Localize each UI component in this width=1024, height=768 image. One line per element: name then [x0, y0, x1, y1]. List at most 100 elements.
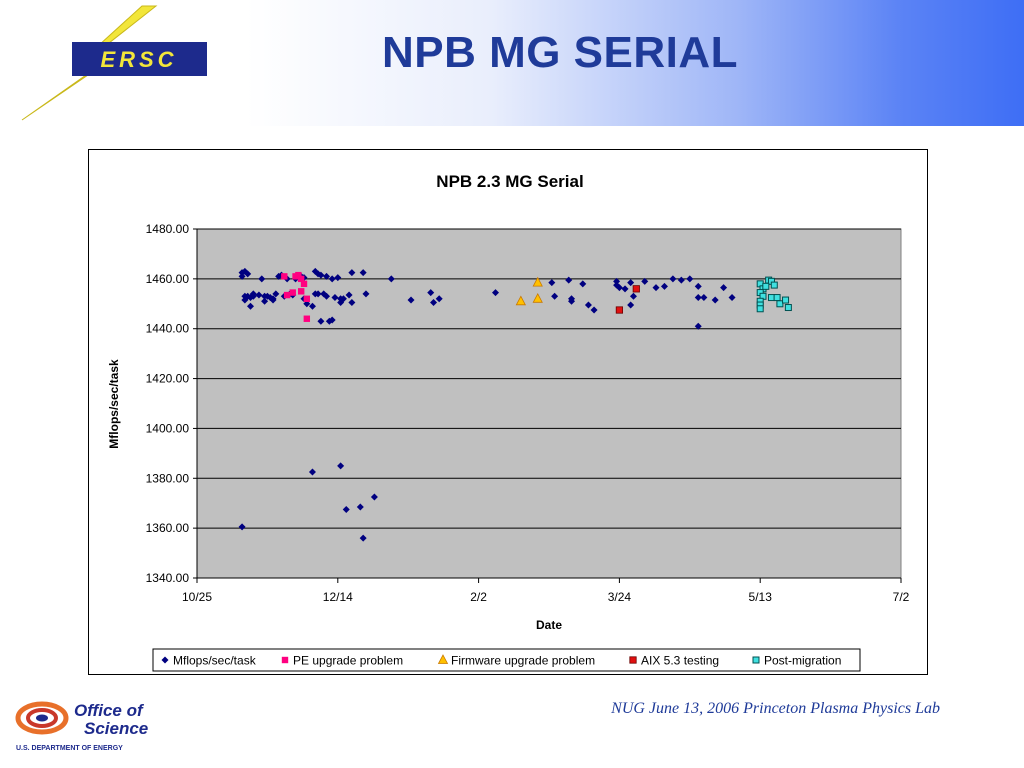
data-point — [328, 316, 336, 324]
data-point — [297, 275, 305, 283]
data-point — [261, 297, 269, 305]
data-point — [532, 276, 543, 287]
data-points — [238, 267, 792, 542]
y-tick-label: 1460.00 — [146, 272, 190, 286]
data-point — [568, 295, 576, 303]
data-point — [694, 294, 702, 302]
data-point — [677, 276, 685, 284]
y-tick-label: 1420.00 — [146, 372, 190, 386]
data-point — [627, 279, 635, 287]
data-point — [782, 296, 790, 304]
legend-box — [152, 648, 861, 672]
data-point — [430, 299, 438, 307]
data-point — [289, 289, 296, 296]
y-tick-label: 1380.00 — [146, 471, 190, 485]
data-point — [317, 317, 325, 325]
data-point — [317, 271, 325, 279]
data-point — [720, 284, 728, 292]
data-point — [491, 289, 499, 297]
legend-label: Mflops/sec/task — [173, 654, 257, 668]
axes: 1480.00 1460.00 1440.00 1420.00 1400.00 1380.… — [146, 222, 910, 604]
gridlines — [197, 228, 901, 529]
data-point — [629, 292, 637, 300]
data-point — [584, 301, 592, 309]
x-tick-label: 2/2 — [470, 590, 487, 604]
data-point — [613, 281, 621, 289]
data-point — [728, 294, 736, 302]
x-tick-label: 5/13 — [749, 590, 773, 604]
office-logo-line2: Science — [84, 719, 148, 738]
data-point — [345, 291, 353, 299]
x-tick-label: 3/24 — [608, 590, 632, 604]
data-point — [334, 274, 342, 282]
x-tick-label: 7/2 — [893, 590, 910, 604]
data-point — [652, 284, 660, 292]
chart-title: NPB 2.3 MG Serial — [436, 172, 583, 191]
data-point — [359, 534, 367, 542]
data-point — [295, 271, 302, 279]
y-tick-label: 1440.00 — [146, 322, 190, 336]
legend-label: AIX 5.3 testing — [641, 654, 719, 668]
x-tick-label: 10/25 — [182, 590, 212, 604]
data-point — [283, 291, 291, 299]
legend-label: PE upgrade problem — [293, 654, 403, 668]
data-point — [590, 306, 598, 314]
data-point — [407, 296, 415, 304]
data-point — [700, 294, 708, 302]
data-point — [515, 295, 527, 306]
data-point — [255, 291, 263, 299]
data-point — [532, 292, 543, 303]
data-point — [238, 272, 246, 280]
data-point — [548, 279, 556, 287]
legend: Mflops/sec/task PE upgrade problem Firmwar… — [161, 654, 841, 668]
data-point — [613, 277, 621, 285]
data-point — [269, 296, 277, 304]
data-point — [297, 288, 305, 295]
data-point — [579, 280, 587, 288]
data-point — [627, 301, 635, 309]
data-point — [669, 275, 677, 283]
data-point — [300, 280, 308, 288]
data-point — [359, 269, 367, 277]
x-axis-title: Date — [536, 618, 562, 632]
y-tick-label: 1400.00 — [146, 421, 190, 435]
data-point — [328, 275, 336, 283]
data-point — [244, 270, 252, 278]
data-point — [435, 295, 443, 303]
legend-label: Firmware upgrade problem — [451, 654, 595, 668]
data-point — [551, 292, 559, 300]
office-of-science-logo: Office of Science U.S. DEPARTMENT OF ENE… — [15, 701, 148, 752]
data-point — [632, 285, 640, 293]
footer-text: NUG June 13, 2006 Princeton Plasma Physi… — [611, 700, 940, 717]
chart-frame: NPB 2.3 MG Serial 1480.00 1460.00 1440.00 1… — [88, 149, 928, 675]
doe-swirl-icon — [15, 701, 69, 735]
y-tick-label: 1360.00 — [146, 521, 190, 535]
data-point — [303, 315, 311, 322]
data-point — [427, 289, 435, 297]
data-point — [339, 295, 347, 303]
data-point — [238, 523, 246, 531]
data-point — [767, 294, 775, 302]
legend-marker — [161, 656, 169, 664]
office-logo-line3: U.S. DEPARTMENT OF ENERGY — [16, 745, 123, 752]
data-point — [784, 304, 792, 312]
data-point — [348, 299, 356, 307]
data-point — [756, 305, 764, 313]
x-tick-label: 12/14 — [323, 590, 353, 604]
y-tick-label: 1340.00 — [146, 571, 190, 585]
data-point — [621, 285, 629, 293]
data-point — [281, 273, 288, 280]
data-point — [266, 294, 274, 302]
data-point — [762, 282, 770, 290]
data-point — [770, 281, 778, 289]
scatter-chart: NPB 2.3 MG Serial 1480.001460.001440.001… — [107, 172, 910, 672]
data-point — [247, 302, 255, 310]
data-point — [348, 269, 356, 277]
data-point — [387, 275, 395, 283]
data-point — [337, 462, 345, 470]
data-point — [249, 292, 257, 300]
y-axis-title: Mflops/sec/task — [107, 359, 121, 449]
data-point — [362, 290, 370, 298]
data-point — [258, 275, 266, 283]
data-point — [773, 294, 781, 302]
